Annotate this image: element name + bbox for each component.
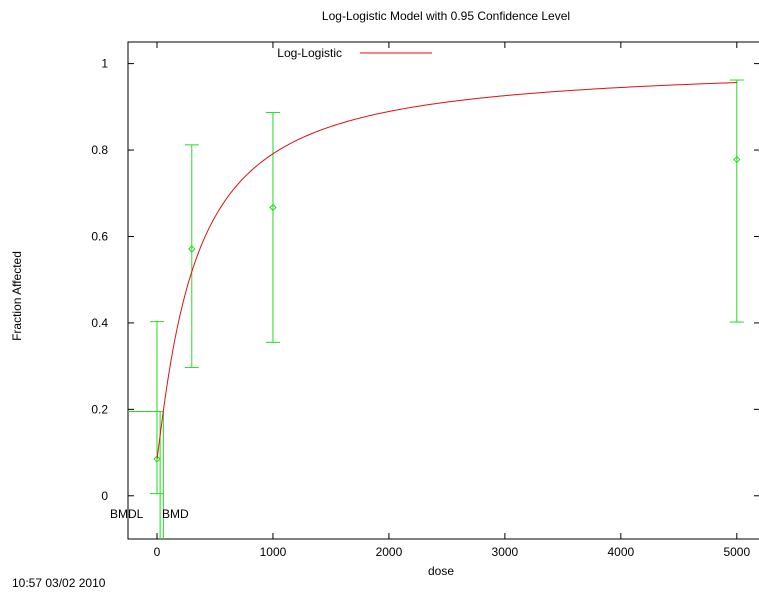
y-tick-label: 0.2 [91, 402, 108, 416]
y-tick-label: 0.6 [91, 229, 108, 243]
x-tick-label: 0 [154, 545, 161, 559]
timestamp: 10:57 03/02 2010 [12, 576, 106, 590]
fitted-curve-log-logistic [156, 82, 737, 460]
legend-label-log-logistic: Log-Logistic [277, 46, 342, 60]
x-axis-ticks: 0 1000 2000 3000 4000 5000 [154, 42, 750, 559]
observations [149, 79, 744, 495]
data-point [188, 245, 196, 253]
data-point [269, 203, 277, 212]
x-tick-label: 4000 [607, 545, 634, 559]
chart-title: Log-Logistic Model with 0.95 Confidence … [322, 9, 570, 23]
y-axis-ticks: 0 0.2 0.4 0.6 0.8 1 [91, 57, 759, 503]
x-tick-label: 5000 [723, 545, 750, 559]
y-tick-label: 1 [101, 57, 108, 71]
x-tick-label: 2000 [376, 545, 403, 559]
y-tick-label: 0.8 [91, 143, 108, 157]
data-point [733, 155, 741, 164]
legend: Log-Logistic [277, 46, 432, 60]
bmdl-label: BMDL [110, 507, 144, 521]
plot-frame [127, 41, 759, 540]
data-point [153, 455, 161, 463]
y-tick-label: 0.4 [91, 316, 108, 330]
y-axis-label: Fraction Affected [10, 251, 24, 341]
x-tick-label: 1000 [260, 545, 287, 559]
x-tick-label: 3000 [492, 545, 519, 559]
x-axis-label: dose [428, 564, 454, 578]
bmd-label: BMD [162, 507, 189, 521]
y-tick-label: 0 [101, 489, 108, 503]
